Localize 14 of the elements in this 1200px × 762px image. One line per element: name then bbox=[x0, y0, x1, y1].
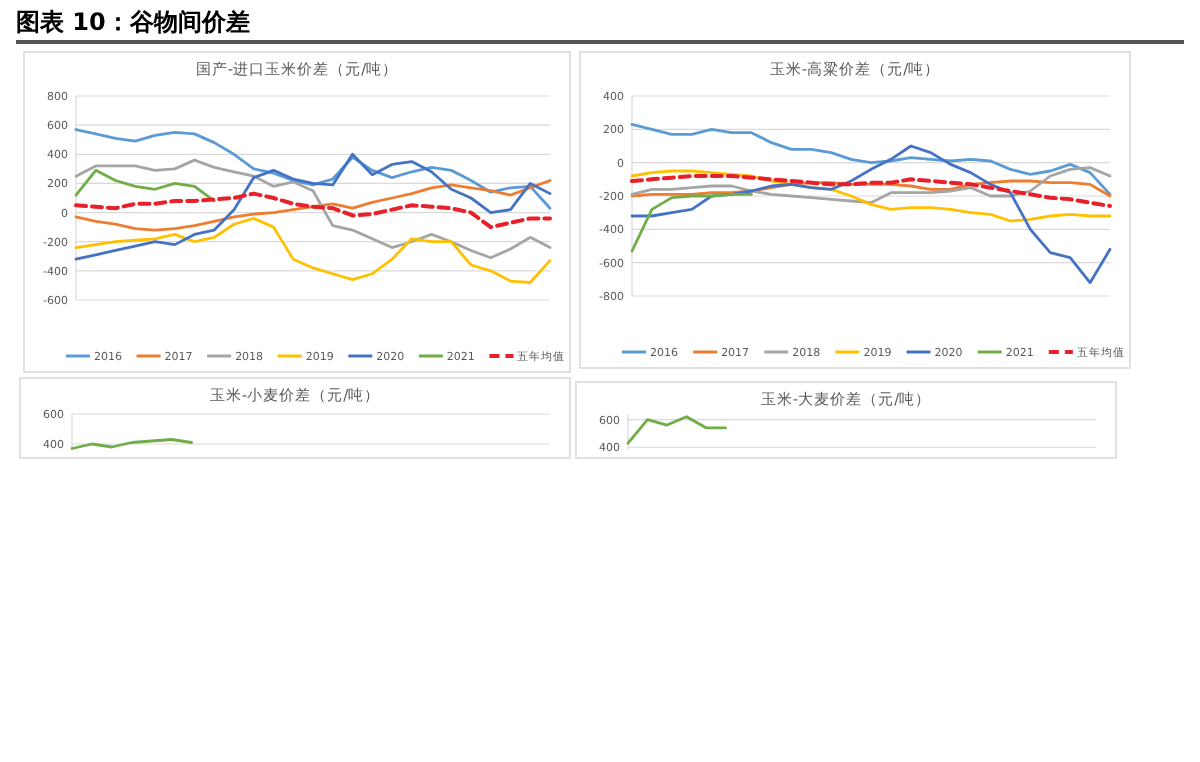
line-series bbox=[626, 415, 727, 445]
line-series bbox=[630, 179, 1112, 198]
text: 图表 10：谷物间价差 bbox=[16, 8, 250, 36]
line-series bbox=[74, 179, 552, 232]
line-series bbox=[630, 169, 1112, 223]
line-series bbox=[630, 192, 753, 253]
line-series bbox=[74, 191, 552, 230]
line-series bbox=[630, 144, 1112, 285]
line-series bbox=[74, 128, 552, 210]
line-series bbox=[74, 168, 216, 203]
line-series bbox=[630, 122, 1112, 196]
line-series bbox=[630, 166, 1112, 205]
line-series bbox=[630, 174, 1112, 208]
line-series bbox=[74, 217, 552, 284]
